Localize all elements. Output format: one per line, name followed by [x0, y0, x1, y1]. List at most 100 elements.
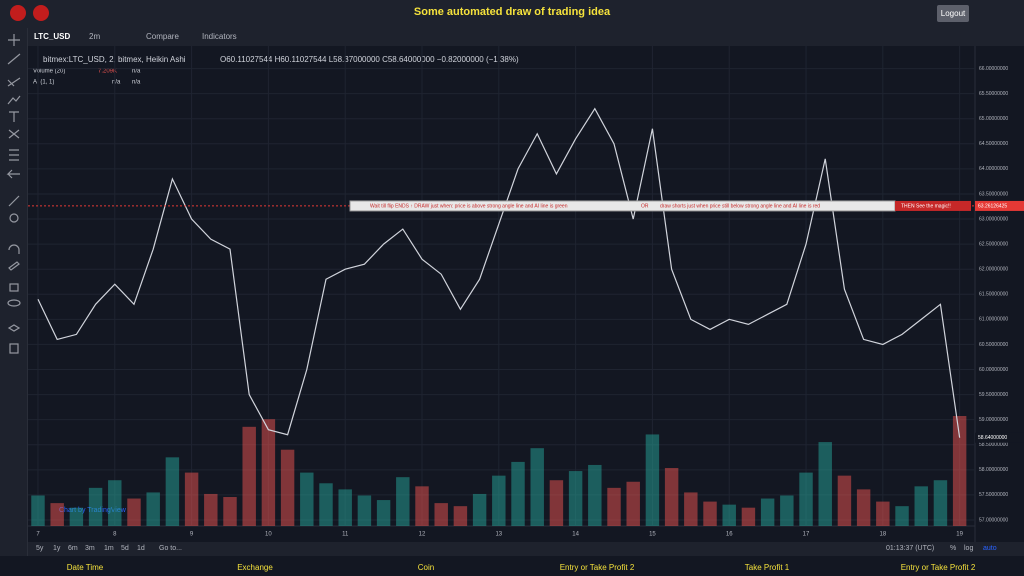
volume-bar	[626, 481, 640, 526]
legend-volume-value: 7.209K	[98, 69, 117, 75]
volume-bar	[434, 503, 448, 526]
x-tick-label: 10	[265, 532, 272, 538]
ruler-tool[interactable]	[8, 195, 20, 207]
brush-tool[interactable]	[8, 261, 20, 271]
layers-tool[interactable]	[7, 324, 21, 332]
annotation-text: draw shorts just when price still below …	[660, 203, 820, 209]
range-button[interactable]: 1y	[53, 545, 61, 552]
x-tick-label: 13	[495, 532, 502, 538]
tool-icons	[6, 34, 21, 354]
x-tick-label: 19	[956, 532, 963, 538]
range-button[interactable]: 5y	[36, 545, 44, 552]
magnet-tool[interactable]	[8, 244, 20, 254]
footer-label: Exchange	[237, 563, 273, 572]
price-level-label: 63.26126425	[978, 203, 1007, 209]
volume-bar	[588, 464, 602, 526]
page-title: Some automated draw of trading idea	[413, 6, 611, 18]
volume-bar	[31, 495, 45, 526]
x-tick-label: 18	[879, 532, 886, 538]
volume-bar	[415, 486, 429, 526]
volume-bar	[645, 434, 660, 526]
range-button[interactable]: 1d	[137, 545, 145, 552]
legend-ai-na: n/a	[112, 80, 121, 86]
y-tick-label: 63.50000000	[979, 191, 1008, 197]
logo-icon[interactable]	[10, 5, 26, 21]
y-tick-label: 61.00000000	[979, 317, 1008, 323]
y-tick-label: 58.50000000	[979, 442, 1008, 448]
hide-tool[interactable]	[7, 299, 21, 307]
clock: 01:13:37 (UTC)	[886, 545, 935, 552]
footer-label: Entry or Take Profit 2	[900, 563, 976, 572]
crosshair-tool[interactable]	[8, 34, 20, 46]
volume-bar	[722, 504, 736, 526]
volume-bar	[146, 492, 160, 526]
x-tick-label: 9	[190, 532, 194, 538]
logout-button[interactable]: Logout	[937, 5, 969, 22]
measure-tool[interactable]	[9, 149, 19, 161]
range-button[interactable]: 5d	[121, 545, 129, 552]
price-level-tag	[975, 200, 1024, 211]
compare-button[interactable]: Compare	[146, 32, 179, 41]
y-tick-label: 59.50000000	[979, 392, 1008, 398]
legend-ai: AI (1, 1)	[33, 80, 54, 86]
x-tick-label: 14	[572, 532, 579, 538]
x-tick-label: 11	[342, 532, 349, 538]
x-tick-label: 8	[113, 532, 117, 538]
last-price-label: 58.64000000	[978, 435, 1007, 441]
volume-bar	[338, 489, 352, 526]
volume-bar	[568, 471, 583, 526]
xabcd-tool[interactable]	[8, 129, 20, 139]
delete-tool[interactable]	[9, 343, 19, 354]
range-button[interactable]: 3m	[85, 545, 95, 552]
trendline-tool[interactable]	[7, 53, 21, 65]
auto-toggle[interactable]: auto	[983, 545, 997, 552]
x-tick-label: 7	[36, 532, 40, 538]
top-bar: Some automated draw of trading idea Logo…	[0, 0, 1024, 28]
symbol[interactable]: LTC_USD	[34, 32, 71, 41]
interval[interactable]: 2m	[89, 32, 101, 41]
annotation-text: THEN See the magic!!	[901, 203, 951, 209]
y-tick-label: 61.50000000	[979, 292, 1008, 298]
logo-icon[interactable]	[33, 5, 49, 21]
volume-bar	[799, 472, 813, 526]
pattern-tool[interactable]	[7, 95, 21, 105]
fib-tool[interactable]	[7, 77, 21, 87]
y-tick-label: 63.00000000	[979, 216, 1008, 222]
text-tool[interactable]	[9, 111, 19, 122]
y-tick-label: 57.50000000	[979, 492, 1008, 498]
y-tick-label: 60.50000000	[979, 342, 1008, 348]
annotation-text: Wait till flip ENDS ↑ DRAW just when: pr…	[370, 203, 568, 209]
percent-toggle[interactable]: %	[950, 545, 957, 552]
indicators-button[interactable]: Indicators	[202, 32, 237, 41]
footer-label: Take Profit 1	[744, 563, 790, 572]
volume-bar	[280, 449, 295, 526]
range-button[interactable]: 1m	[104, 545, 114, 552]
volume-bar	[492, 475, 506, 526]
y-tick-label: 65.00000000	[979, 116, 1008, 122]
y-tick-label: 64.50000000	[979, 141, 1008, 147]
volume-bar	[741, 507, 756, 526]
legend-ohlc: O60.11027544 H60.11027544 L58.37000000 C…	[220, 55, 519, 64]
y-tick-label: 64.00000000	[979, 166, 1008, 172]
x-tick-label: 17	[803, 532, 810, 538]
y-tick-label: 58.00000000	[979, 467, 1008, 473]
volume-bar	[664, 468, 679, 526]
range-button[interactable]: 6m	[68, 545, 78, 552]
zoom-tool[interactable]	[9, 213, 19, 223]
back-tool[interactable]	[6, 169, 20, 179]
volume-bar	[223, 497, 237, 526]
y-tick-label: 62.00000000	[979, 267, 1008, 273]
y-tick-label: 60.00000000	[979, 367, 1008, 373]
log-toggle[interactable]: log	[964, 545, 974, 552]
price-line	[37, 107, 961, 438]
volume-bar	[184, 472, 199, 526]
volume-bar	[357, 495, 372, 526]
volume-bar	[760, 498, 775, 526]
range-button[interactable]: Go to...	[159, 545, 182, 552]
y-tick-label: 62.50000000	[979, 241, 1008, 247]
lock-tool[interactable]	[9, 283, 19, 292]
volume-bar	[453, 506, 468, 526]
volume-bar	[530, 448, 544, 526]
